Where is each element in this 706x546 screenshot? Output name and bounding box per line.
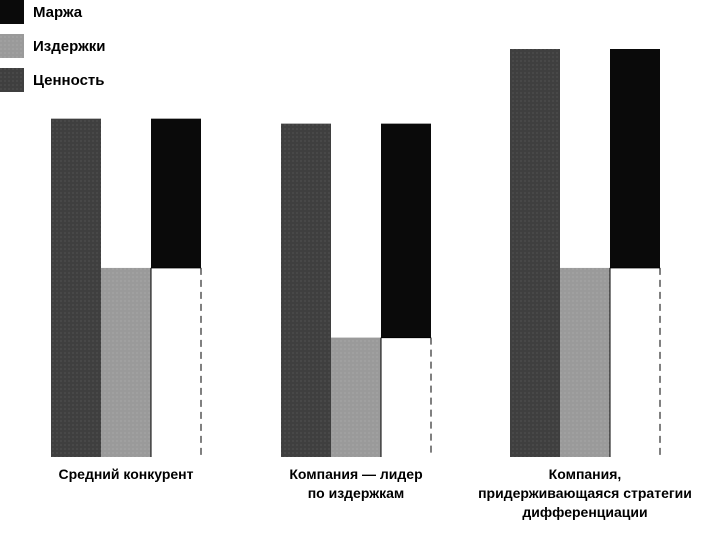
group-label-0: Средний конкурент xyxy=(59,466,194,482)
legend-label-value: Ценность xyxy=(33,72,104,89)
bar-costs xyxy=(101,267,151,457)
group-label-line: Средний конкурент xyxy=(59,466,194,482)
group-label-line: по издержкам xyxy=(308,485,405,501)
bar-margin xyxy=(151,118,201,268)
legend-item-margin: Маржа xyxy=(0,0,83,24)
bar-costs xyxy=(331,337,381,457)
legend-swatch-costs xyxy=(0,34,24,58)
group-label-2: Компания, придерживающаяся стратегии диффе… xyxy=(478,466,692,520)
bars xyxy=(51,49,661,457)
legend-label-margin: Маржа xyxy=(33,4,83,21)
legend-item-costs: Издержки xyxy=(0,34,105,58)
group-label-1: Компания — лидер по издержкам xyxy=(289,466,422,501)
bar-value xyxy=(281,123,331,457)
legend: Маржа Издержки Ценность xyxy=(0,0,105,92)
legend-swatch-value xyxy=(0,68,24,92)
bar-group-2 xyxy=(510,49,661,457)
legend-item-value: Ценность xyxy=(0,68,104,92)
group-label-line: придерживающаяся стратегии xyxy=(478,485,692,501)
group-label-line: дифференциации xyxy=(522,504,647,520)
legend-swatch-margin xyxy=(0,0,24,24)
bar-margin xyxy=(610,49,660,268)
group-label-line: Компания, xyxy=(549,466,622,482)
bar-value xyxy=(51,118,101,457)
bar-costs xyxy=(560,267,610,457)
bar-group-1 xyxy=(281,123,432,457)
legend-label-costs: Издержки xyxy=(33,38,105,55)
group-labels: Средний конкурент Компания — лидер по изде… xyxy=(59,466,692,520)
bar-margin xyxy=(381,123,431,338)
bar-value xyxy=(510,49,560,457)
bar-group-0 xyxy=(51,118,202,457)
group-label-line: Компания — лидер xyxy=(289,466,422,482)
